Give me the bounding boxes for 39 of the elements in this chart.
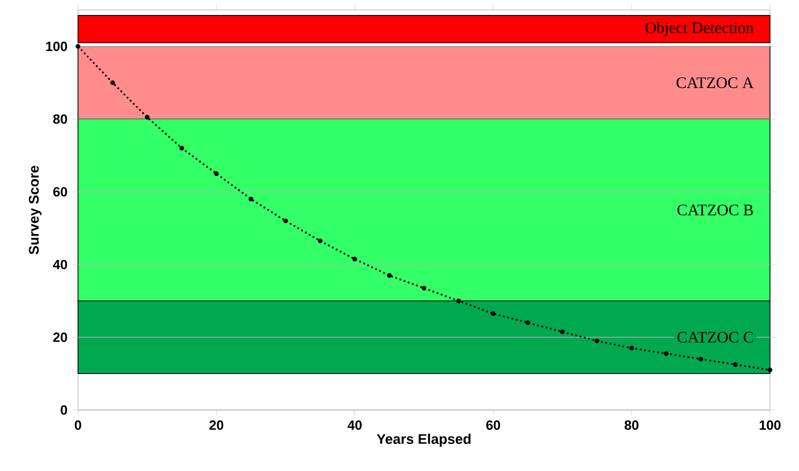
x-tick-label: 100 [760,420,781,430]
point [144,114,150,120]
band-label: CATZOC C [677,332,753,343]
point [248,196,254,202]
x-axis-title: Years Elapsed [376,434,471,447]
band-label: Object Detection [646,22,754,36]
point [318,238,323,244]
y-tick-label: 40 [52,260,68,270]
y-tick-label: 60 [53,187,68,197]
band-label: CATZOC A [676,77,754,88]
x-tick-label: 40 [348,420,362,430]
point [560,329,565,334]
point [525,320,530,326]
point [490,311,496,316]
y-tick-label: 20 [53,332,68,342]
point [179,146,184,151]
y-tick-label: 80 [53,114,68,124]
point [76,44,80,49]
point [733,362,738,367]
point [352,256,358,262]
point [422,286,426,291]
point [456,298,461,304]
point [664,351,669,356]
point [629,346,634,351]
point [110,80,115,86]
point [594,338,600,344]
y-tick-label: 0 [60,405,68,415]
point [214,171,219,176]
x-tick-label: 60 [486,420,500,430]
y-tick-label: 100 [46,42,68,52]
point [387,273,392,278]
x-tick-label: 80 [624,420,638,430]
x-tick-label: 0 [74,420,82,430]
y-axis-title: Survey Score [28,166,42,254]
point [768,368,772,372]
point [283,218,288,224]
x-tick-label: 20 [209,420,224,430]
band-label: CATZOC B [677,204,753,216]
point [698,356,704,362]
